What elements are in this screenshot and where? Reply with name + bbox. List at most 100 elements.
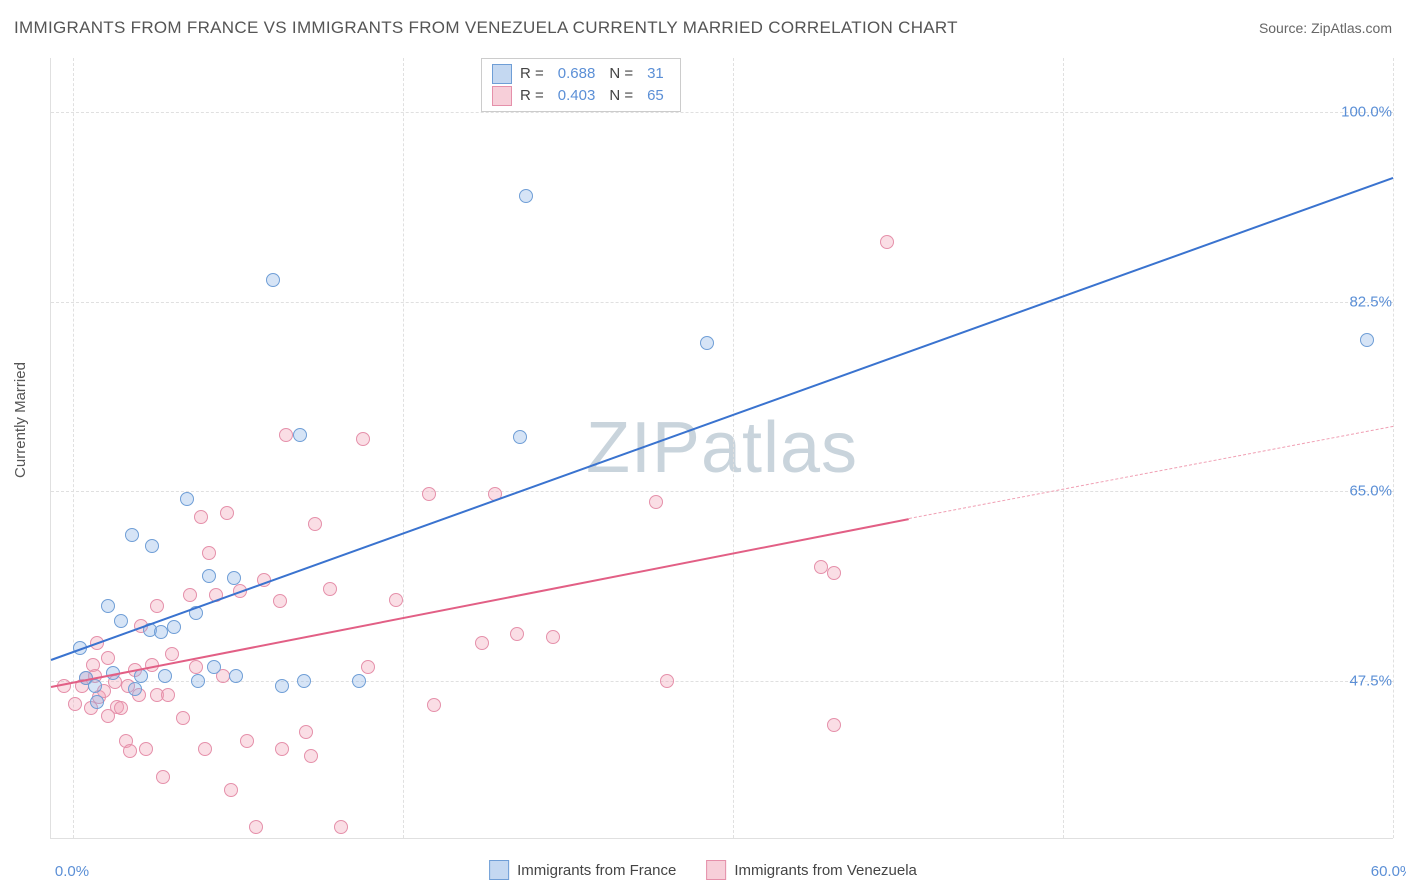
scatter-point-venezuela — [123, 744, 137, 758]
trendline-france — [51, 177, 1394, 661]
scatter-point-venezuela — [224, 783, 238, 797]
scatter-point-venezuela — [356, 432, 370, 446]
scatter-point-venezuela — [660, 674, 674, 688]
scatter-point-france — [700, 336, 714, 350]
y-tick-label: 47.5% — [1349, 672, 1392, 689]
r-label: R = — [520, 85, 544, 107]
scatter-point-france — [297, 674, 311, 688]
scatter-point-venezuela — [361, 660, 375, 674]
n-label: N = — [609, 85, 633, 107]
gridline-vertical — [403, 58, 404, 838]
scatter-point-france — [167, 620, 181, 634]
y-tick-label: 65.0% — [1349, 483, 1392, 500]
correlation-legend: R = 0.688 N = 31 R = 0.403 N = 65 — [481, 58, 681, 112]
scatter-point-venezuela — [334, 820, 348, 834]
n-value: 31 — [641, 63, 670, 85]
scatter-point-venezuela — [279, 428, 293, 442]
series-legend: Immigrants from France Immigrants from V… — [489, 860, 917, 880]
plot-area: ZIPatlas R = 0.688 N = 31 R = 0.403 N = … — [50, 58, 1393, 839]
scatter-point-venezuela — [546, 630, 560, 644]
scatter-point-france — [90, 695, 104, 709]
legend-row-venezuela: R = 0.403 N = 65 — [492, 85, 670, 107]
scatter-point-venezuela — [202, 546, 216, 560]
gridline-horizontal — [51, 302, 1393, 303]
scatter-point-venezuela — [273, 594, 287, 608]
gridline-horizontal — [51, 112, 1393, 113]
chart-title: IMMIGRANTS FROM FRANCE VS IMMIGRANTS FRO… — [14, 18, 958, 38]
gridline-vertical — [1393, 58, 1394, 838]
scatter-point-france — [191, 674, 205, 688]
r-value: 0.688 — [552, 63, 602, 85]
swatch-pink-icon — [492, 86, 512, 106]
scatter-point-venezuela — [189, 660, 203, 674]
scatter-point-venezuela — [389, 593, 403, 607]
scatter-point-venezuela — [510, 627, 524, 641]
scatter-point-france — [352, 674, 366, 688]
scatter-point-france — [293, 428, 307, 442]
scatter-point-france — [513, 430, 527, 444]
swatch-blue-icon — [489, 860, 509, 880]
scatter-point-venezuela — [249, 820, 263, 834]
gridline-vertical — [733, 58, 734, 838]
scatter-point-venezuela — [649, 495, 663, 509]
scatter-point-france — [88, 679, 102, 693]
scatter-point-venezuela — [308, 517, 322, 531]
scatter-point-france — [519, 189, 533, 203]
scatter-point-venezuela — [880, 235, 894, 249]
scatter-point-france — [145, 539, 159, 553]
gridline-horizontal — [51, 681, 1393, 682]
trendline-venezuela-extrapolated — [909, 426, 1393, 519]
trendline-venezuela — [51, 518, 909, 688]
scatter-point-venezuela — [240, 734, 254, 748]
scatter-point-venezuela — [68, 697, 82, 711]
scatter-point-france — [128, 682, 142, 696]
scatter-point-france — [207, 660, 221, 674]
scatter-point-venezuela — [198, 742, 212, 756]
legend-label: Immigrants from Venezuela — [734, 862, 917, 879]
scatter-point-venezuela — [220, 506, 234, 520]
x-tick-label: 0.0% — [55, 863, 89, 880]
scatter-point-venezuela — [814, 560, 828, 574]
x-tick-label: 60.0% — [1371, 863, 1406, 880]
scatter-point-venezuela — [827, 566, 841, 580]
scatter-point-france — [1360, 333, 1374, 347]
y-tick-label: 82.5% — [1349, 293, 1392, 310]
scatter-point-venezuela — [422, 487, 436, 501]
scatter-point-venezuela — [183, 588, 197, 602]
scatter-point-france — [266, 273, 280, 287]
scatter-point-venezuela — [304, 749, 318, 763]
source-label: Source: ZipAtlas.com — [1259, 20, 1392, 36]
r-value: 0.403 — [552, 85, 602, 107]
scatter-point-venezuela — [150, 599, 164, 613]
legend-row-france: R = 0.688 N = 31 — [492, 63, 670, 85]
scatter-point-venezuela — [299, 725, 313, 739]
scatter-point-venezuela — [475, 636, 489, 650]
y-tick-label: 100.0% — [1341, 104, 1392, 121]
scatter-point-france — [227, 571, 241, 585]
gridline-vertical — [73, 58, 74, 838]
scatter-point-france — [125, 528, 139, 542]
n-label: N = — [609, 63, 633, 85]
y-axis-title: Currently Married — [12, 362, 29, 478]
gridline-vertical — [1063, 58, 1064, 838]
scatter-point-france — [101, 599, 115, 613]
legend-item-venezuela: Immigrants from Venezuela — [706, 860, 917, 880]
scatter-point-venezuela — [139, 742, 153, 756]
scatter-point-venezuela — [156, 770, 170, 784]
scatter-point-venezuela — [323, 582, 337, 596]
scatter-point-france — [180, 492, 194, 506]
legend-item-france: Immigrants from France — [489, 860, 676, 880]
scatter-point-venezuela — [827, 718, 841, 732]
scatter-point-venezuela — [275, 742, 289, 756]
scatter-point-venezuela — [194, 510, 208, 524]
scatter-point-venezuela — [176, 711, 190, 725]
legend-label: Immigrants from France — [517, 862, 676, 879]
scatter-point-france — [229, 669, 243, 683]
scatter-point-france — [154, 625, 168, 639]
scatter-point-venezuela — [101, 651, 115, 665]
scatter-point-france — [202, 569, 216, 583]
scatter-point-france — [114, 614, 128, 628]
swatch-pink-icon — [706, 860, 726, 880]
scatter-point-venezuela — [427, 698, 441, 712]
n-value: 65 — [641, 85, 670, 107]
